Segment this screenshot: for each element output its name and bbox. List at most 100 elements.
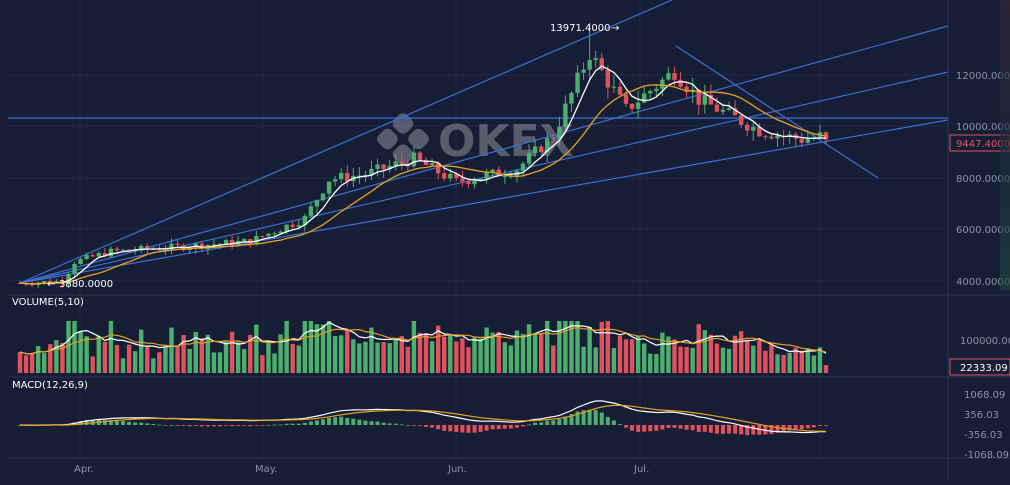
volume-bar <box>466 347 471 373</box>
volume-bar <box>696 324 701 373</box>
price-tick-6000: 6000.0000 <box>956 225 1010 236</box>
macd-bar <box>678 425 683 429</box>
candle-body <box>114 248 120 251</box>
macd-bar <box>666 425 671 429</box>
trend-line-3 <box>19 119 949 284</box>
candle-body <box>738 115 744 125</box>
macd-bar <box>502 425 507 429</box>
volume-bar <box>684 347 689 373</box>
volume-bar <box>90 356 95 373</box>
volume-bar <box>248 334 253 373</box>
candle-body <box>502 176 508 178</box>
volume-bar <box>223 341 229 373</box>
candle-body <box>266 233 271 237</box>
volume-bar <box>393 338 398 373</box>
macd-bar <box>811 425 816 428</box>
macd-bar <box>381 422 386 425</box>
volume-bar <box>399 336 404 373</box>
volume-bar <box>126 344 132 373</box>
low-label: 3880.0000 <box>59 279 113 290</box>
month-may: May. <box>255 464 277 475</box>
volume-bar <box>538 333 544 373</box>
volume-bar <box>502 342 508 373</box>
candle-body <box>496 169 501 177</box>
volume-bar <box>745 339 750 373</box>
volume-bar <box>381 342 386 373</box>
candle-body <box>308 206 314 216</box>
macd-bar <box>611 420 616 425</box>
macd-label: MACD(12,26,9) <box>12 380 88 391</box>
volume-bar <box>484 327 489 373</box>
candle-body <box>393 161 398 166</box>
candle-body <box>805 138 811 143</box>
volume-bar <box>654 353 659 373</box>
volume-bar <box>811 355 817 373</box>
watermark-text: OKEX <box>438 116 574 167</box>
volume-bar <box>314 324 320 373</box>
macd-bar <box>254 425 259 426</box>
volume-bar <box>666 336 671 373</box>
macd-tick-3: -356.03 <box>964 430 1003 441</box>
candle-body <box>90 255 95 257</box>
volume-bar <box>563 321 568 373</box>
macd-bar <box>454 425 459 432</box>
macd-bar <box>163 425 168 426</box>
candle-body <box>399 161 404 164</box>
candle-body <box>702 94 707 105</box>
macd-bar <box>660 425 665 430</box>
macd-bar <box>539 422 544 425</box>
candle-body <box>775 135 780 139</box>
volume-bar <box>793 347 798 373</box>
candle-body <box>617 86 623 95</box>
candle-body <box>442 173 447 179</box>
macd-bar <box>769 425 774 434</box>
macd-bar <box>333 417 338 425</box>
macd-bar <box>205 425 210 427</box>
candle-body <box>290 224 295 227</box>
candle-body <box>460 178 465 182</box>
volume-bar <box>732 335 738 373</box>
macd-bar <box>642 425 647 432</box>
volume-bar <box>66 321 71 373</box>
volume-bar <box>672 339 677 373</box>
macd-bar <box>387 423 392 425</box>
volume-bar <box>787 352 792 373</box>
candle-body <box>520 163 526 171</box>
candle-body <box>375 164 380 169</box>
volume-bar <box>193 331 198 373</box>
volume-bar <box>29 353 35 373</box>
volume-bar <box>163 347 168 373</box>
volume-bar <box>120 358 126 373</box>
candle-body <box>532 146 538 154</box>
macd-bar <box>569 414 574 425</box>
macd-bar <box>551 420 556 425</box>
macd-bar <box>617 424 622 425</box>
volume-bar <box>581 346 586 373</box>
grid-lines <box>8 0 948 458</box>
volume-bar <box>60 342 65 373</box>
candle-body <box>599 58 604 71</box>
macd-bar <box>684 425 689 430</box>
volume-bar <box>296 345 301 373</box>
candle-body <box>569 92 574 104</box>
volume-bar <box>345 329 350 373</box>
volume-bar <box>599 321 604 373</box>
macd-bar <box>175 425 180 426</box>
candle-body <box>787 134 792 137</box>
volume-bar <box>660 332 665 373</box>
macd-bar <box>84 420 89 425</box>
volume-bar <box>35 346 41 373</box>
macd-bar <box>224 425 229 426</box>
macd-bar <box>351 418 356 425</box>
volume-bar <box>708 334 714 373</box>
volume-bar <box>751 345 756 373</box>
candle-body <box>799 138 804 143</box>
volume-bar <box>781 354 786 373</box>
macd-bar <box>745 425 750 436</box>
macd-bar <box>739 425 744 435</box>
macd-bar <box>672 425 677 428</box>
volume-bar <box>799 350 804 373</box>
candle-body <box>132 250 138 252</box>
volume-label: VOLUME(5,10) <box>12 297 84 308</box>
macd-bar <box>145 423 150 425</box>
